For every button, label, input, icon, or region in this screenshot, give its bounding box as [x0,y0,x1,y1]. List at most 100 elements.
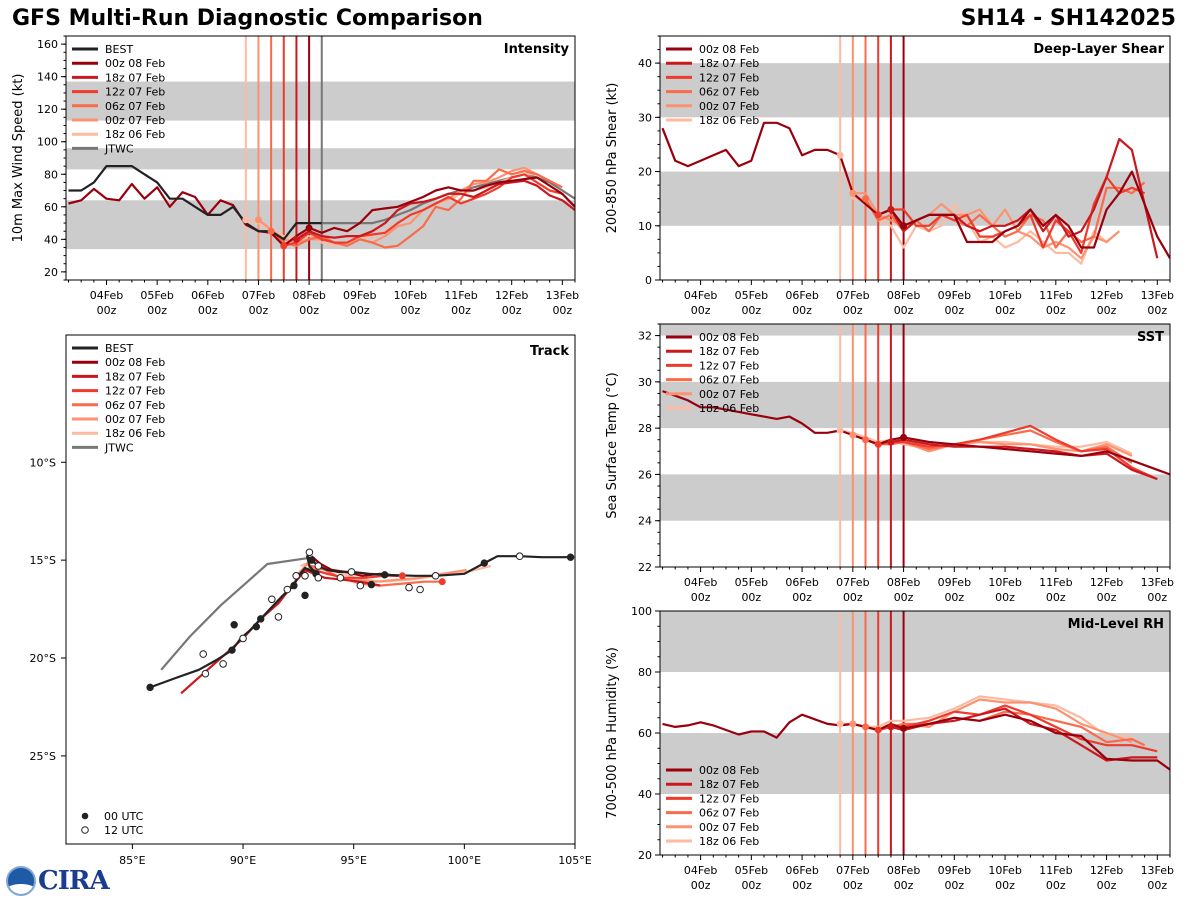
init-marker [862,195,870,203]
legend-label: 00z 08 Feb [699,764,759,777]
init-marker [280,242,288,250]
marker-12utc [305,548,314,557]
storm-id-title: SH14 - SH142025 [960,6,1176,31]
y-tick-label: 40 [638,788,652,801]
y-tick-label: 10 [638,220,652,233]
threshold-band [66,148,575,170]
x-tick-label: 08Feb [887,864,920,877]
panel-rh: 20 40 60 80 100 04Feb 00z 05Feb 00z 06Feb 00z 07Feb… [605,605,1174,892]
x-tick-label: 08Feb [292,289,325,302]
init-marker [267,227,275,235]
init-marker [900,433,908,441]
x-tick-label: 04Feb [90,289,123,302]
plot-frame [659,323,1171,568]
marker-12utc [347,568,356,576]
x-tick-label: 00z [894,304,914,317]
init-marker [242,216,250,224]
threshold-band [660,171,1170,226]
marker-12utc [201,669,210,678]
x-tick-label: 100°E [448,854,481,867]
panel-track: 85°E 90°E 95°E 100°E 105°E 10°S 15°S 20°S 25°S Tr… [30,334,592,867]
threshold-band [660,611,1170,672]
legend-label: 18z 07 Feb [105,71,165,84]
legend-label: 00z 08 Feb [699,43,759,56]
x-tick-label: 13Feb [1141,576,1174,589]
x-tick-label: 06Feb [785,289,818,302]
x-tick-label: 08Feb [887,289,920,302]
y-tick-label: 140 [37,71,58,84]
x-tick-label: 12Feb [495,289,528,302]
x-tick-label: 00z [502,304,522,317]
x-tick-label: 00z [995,879,1015,892]
x-tick-label: 90°E [230,854,256,867]
x-tick-label: 00z [1046,304,1066,317]
x-tick-label: 00z [792,879,812,892]
x-tick-label: 12Feb [1090,289,1123,302]
x-tick-label: 05Feb [140,289,173,302]
legend-label: 18z 07 Feb [699,57,759,70]
marker-12utc [219,660,227,668]
legend-label: 00z 07 Feb [105,114,165,127]
x-tick-label: 00z [894,879,914,892]
init-marker [836,720,844,728]
marker-00utc [380,571,389,579]
x-tick-label: 13Feb [1141,289,1174,302]
marker-00utc [257,615,265,623]
y-tick-label: 26 [638,468,652,481]
x-tick-label: 06Feb [785,864,818,877]
series-12z-07-feb [283,173,563,247]
x-tick-label: 11Feb [1039,576,1072,589]
x-tick-label: 00z [691,879,711,892]
legend-label: 06z 07 Feb [105,399,165,412]
legend-label: 00z 07 Feb [699,100,759,113]
legend-label: 18z 06 Feb [699,114,759,127]
legend-label: 12z 07 Feb [105,385,165,398]
marker-00utc [252,622,261,631]
y-tick-label: 24 [638,515,652,528]
x-tick-label: 09Feb [938,576,971,589]
plot-area [660,36,1170,280]
x-tick-label: 07Feb [836,289,869,302]
x-tick-label: 00z [401,304,421,317]
x-tick-label: 13Feb [1141,864,1174,877]
y-tick-label: 20°S [30,652,56,665]
cira-logo: CIRA [6,866,110,896]
page-title: GFS Multi-Run Diagnostic Comparison [12,6,483,31]
y-axis-label: 200-850 hPa Shear (kt) [605,83,620,234]
y-tick-label: 40 [44,233,58,246]
threshold-band [660,381,1170,429]
noaa-emblem-icon [6,866,36,896]
legend-label: 06z 07 Feb [699,86,759,99]
init-marker [887,206,895,214]
x-tick-label: 00z [741,879,761,892]
init-marker [887,438,895,446]
threshold-band [66,81,575,121]
legend-label: BEST [105,43,133,56]
run-position-marker [438,578,446,586]
plot-area [660,324,1170,567]
x-tick-label: 00z [944,304,964,317]
x-tick-label: 00z [147,304,167,317]
plot-area [660,611,1170,855]
x-tick-label: 07Feb [836,576,869,589]
x-tick-label: 04Feb [684,864,717,877]
init-marker [849,720,857,728]
marker-12utc [292,571,300,580]
x-tick-label: 11Feb [1039,864,1072,877]
marker-12utc [283,585,292,594]
marker-00utc [301,591,309,600]
marker-12utc [301,571,309,580]
x-tick-label: 08Feb [887,576,920,589]
legend-label: 18z 06 Feb [105,128,165,141]
legend-label: 06z 07 Feb [699,374,759,387]
legend-label: BEST [105,342,133,355]
threshold-band [660,474,1170,521]
y-tick-label: 40 [638,57,652,70]
y-axis-label: Sea Surface Temp (°C) [605,372,620,519]
marker-00utc [290,581,298,590]
y-tick-label: 20 [638,849,652,862]
x-tick-label: 12Feb [1090,864,1123,877]
